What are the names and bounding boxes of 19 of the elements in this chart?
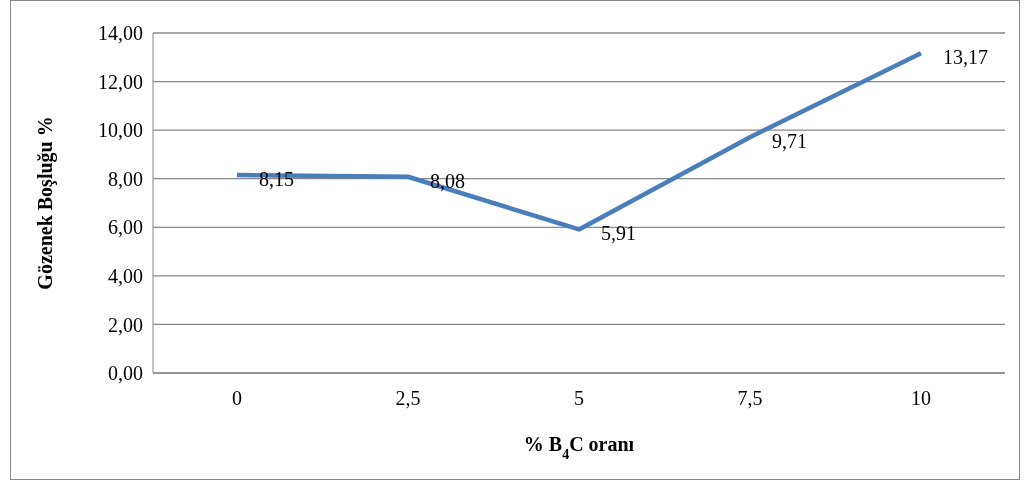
y-tick-label: 2,00 bbox=[108, 313, 143, 336]
x-tick-label: 5 bbox=[574, 387, 584, 410]
y-tick-label: 4,00 bbox=[108, 264, 143, 287]
data-label: 13,17 bbox=[943, 46, 988, 69]
x-tick-label: 2,5 bbox=[395, 387, 421, 410]
x-tick-label: 0 bbox=[232, 387, 242, 410]
y-tick-label: 12,00 bbox=[98, 70, 143, 93]
data-label: 9,71 bbox=[772, 130, 807, 153]
data-label: 8,08 bbox=[430, 169, 465, 192]
y-tick-label: 8,00 bbox=[108, 167, 143, 190]
y-tick-label: 10,00 bbox=[98, 119, 143, 142]
y-axis-title: Gözenek Boşluğu % bbox=[34, 116, 57, 290]
y-tick-label: 6,00 bbox=[108, 216, 143, 239]
y-tick-label: 14,00 bbox=[98, 22, 143, 45]
x-tick-label: 7,5 bbox=[737, 387, 763, 410]
x-tick-label: 10 bbox=[911, 387, 931, 410]
x-axis-title: % B$_{4}$C oranı bbox=[523, 433, 635, 462]
data-label: 5,91 bbox=[601, 222, 636, 245]
y-tick-label: 0,00 bbox=[108, 362, 143, 385]
